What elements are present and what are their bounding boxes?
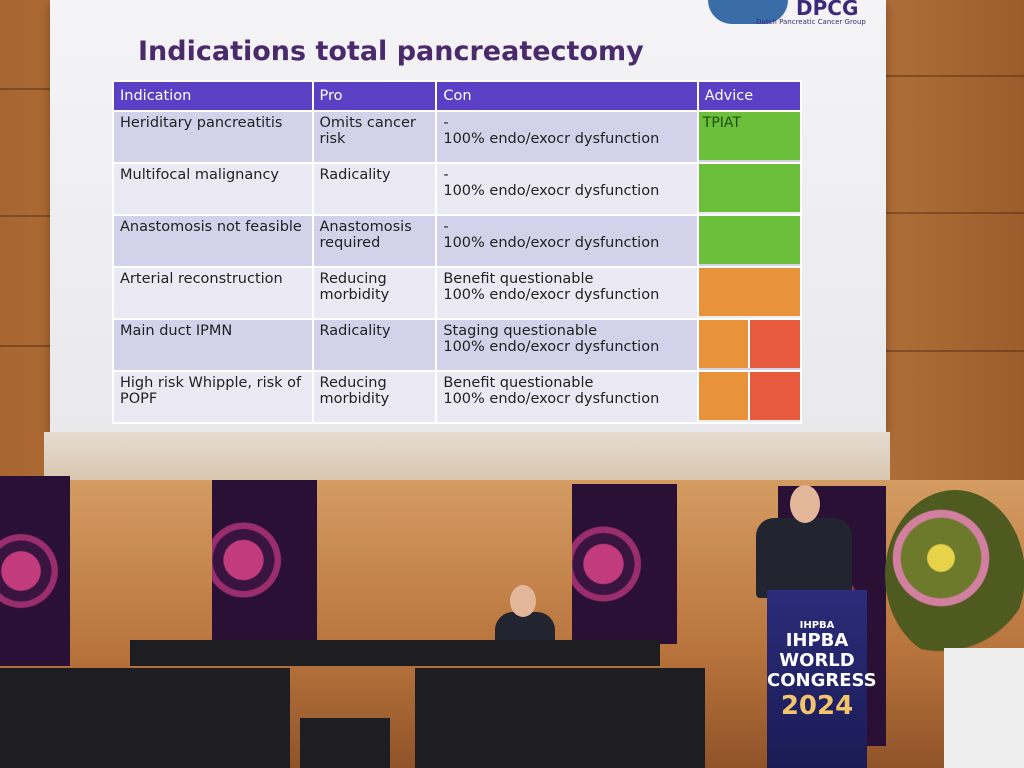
advice-cell xyxy=(696,266,803,320)
table-row: Heriditary pancreatitis Omits cancer risk… xyxy=(112,110,803,164)
wall-seam xyxy=(886,350,1024,352)
advice-cell xyxy=(696,162,803,216)
screen-housing xyxy=(44,432,890,480)
advice-colors xyxy=(698,216,800,264)
banner xyxy=(0,476,70,666)
con-cell: Staging questionable 100% endo/exocr dysf… xyxy=(435,318,699,372)
table-row: Anastomosis not feasible Anastomosis requ… xyxy=(112,214,803,268)
con-line: - xyxy=(443,219,449,235)
table-row: Arterial reconstruction Reducing morbidit… xyxy=(112,266,803,320)
advice-swatch xyxy=(698,372,749,420)
advice-cell: TPIAT xyxy=(696,110,803,164)
panelist-head xyxy=(510,585,536,617)
pro-cell: Radicality xyxy=(311,162,438,216)
podium-text: IHPBA WORLD CONGRESS xyxy=(767,630,877,691)
con-line: 100% endo/exocr dysfunction xyxy=(443,183,660,199)
pro-cell: Omits cancer risk xyxy=(311,110,438,164)
header-cell: Indication xyxy=(112,80,314,112)
indication-cell: Arterial reconstruction xyxy=(112,266,314,320)
advice-swatch: TPIAT xyxy=(698,112,800,160)
indication-cell: Anastomosis not feasible xyxy=(112,214,314,268)
indication-cell: Main duct IPMN xyxy=(112,318,314,372)
con-line: 100% endo/exocr dysfunction xyxy=(443,131,660,147)
table-row: High risk Whipple, risk of POPF Reducing … xyxy=(112,370,803,424)
banner xyxy=(572,484,677,644)
con-line: Benefit questionable xyxy=(443,271,594,287)
podium-line: IHPBA xyxy=(785,630,849,651)
con-line: - xyxy=(443,167,449,183)
con-line: 100% endo/exocr dysfunction xyxy=(443,287,660,303)
header-cell: Pro xyxy=(311,80,438,112)
con-cell: -100% endo/exocr dysfunction xyxy=(435,110,699,164)
podium-year: 2024 xyxy=(780,691,854,721)
indication-cell: High risk Whipple, risk of POPF xyxy=(112,370,314,424)
con-line: 100% endo/exocr dysfunction xyxy=(443,391,660,407)
advice-colors xyxy=(698,372,800,420)
speaker xyxy=(756,518,852,598)
header-row: Indication Pro Con Advice xyxy=(112,80,803,112)
advice-swatch xyxy=(698,320,749,368)
con-line: 100% endo/exocr dysfunction xyxy=(443,235,660,251)
advice-colors xyxy=(698,164,800,212)
wall-seam xyxy=(0,88,50,90)
speaker-head xyxy=(790,485,820,523)
con-line: Staging questionable xyxy=(443,323,598,339)
wall-seam xyxy=(886,212,1024,214)
podium-logo: IHPBA xyxy=(799,620,835,631)
con-cell: -100% endo/exocr dysfunction xyxy=(435,162,699,216)
pro-cell: Radicality xyxy=(311,318,438,372)
con-cell: -100% endo/exocr dysfunction xyxy=(435,214,699,268)
pro-cell: Anastomosis required xyxy=(311,214,438,268)
banner xyxy=(212,480,317,640)
table: Indication Pro Con Advice Heriditary pancre… xyxy=(112,80,803,424)
con-line: Benefit questionable xyxy=(443,375,594,391)
advice-cell xyxy=(696,214,803,268)
advice-swatch xyxy=(698,268,800,316)
indication-cell: Multifocal malignancy xyxy=(112,162,314,216)
indication-cell: Heriditary pancreatitis xyxy=(112,110,314,164)
con-line: 100% endo/exocr dysfunction xyxy=(443,339,660,355)
header-cell: Advice xyxy=(696,80,803,112)
advice-colors: TPIAT xyxy=(698,112,800,160)
wall-seam xyxy=(0,215,50,217)
podium-line: WORLD xyxy=(779,650,855,671)
table-row: Multifocal malignancy Radicality -100% end… xyxy=(112,162,803,216)
advice-cell xyxy=(696,318,803,372)
flower-stand xyxy=(944,648,1024,768)
advice-colors xyxy=(698,268,800,316)
table-row: Main duct IPMN Radicality Staging question… xyxy=(112,318,803,372)
podium: IHPBA IHPBA WORLD CONGRESS 2024 xyxy=(767,590,877,768)
pro-cell: Reducing morbidity xyxy=(311,266,438,320)
advice-swatch xyxy=(698,216,800,264)
wall-seam xyxy=(0,345,50,347)
monitor xyxy=(415,668,705,768)
header-cell: Con xyxy=(435,80,699,112)
con-cell: Benefit questionable 100% endo/exocr dysf… xyxy=(435,370,699,424)
indication-table: Indication Pro Con Advice Heriditary pancre… xyxy=(112,80,803,424)
advice-cell xyxy=(696,370,803,424)
wall-seam xyxy=(886,75,1024,77)
slide-title: Indications total pancreatectomy xyxy=(138,36,644,67)
logo-subtitle: Dutch Pancreatic Cancer Group xyxy=(756,18,866,26)
pro-cell: Reducing morbidity xyxy=(311,370,438,424)
con-cell: Benefit questionable 100% endo/exocr dysf… xyxy=(435,266,699,320)
flower-arrangement xyxy=(885,490,1024,660)
con-line: - xyxy=(443,115,449,131)
advice-colors xyxy=(698,320,800,368)
panel-desk xyxy=(130,640,660,666)
advice-swatch xyxy=(698,164,800,212)
monitor xyxy=(0,668,290,768)
monitor xyxy=(300,718,390,768)
logo-name: DPCG xyxy=(796,0,859,20)
podium-line: CONGRESS xyxy=(767,670,877,691)
logo-mark xyxy=(708,0,788,24)
advice-swatch xyxy=(748,372,800,420)
advice-swatch xyxy=(748,320,800,368)
